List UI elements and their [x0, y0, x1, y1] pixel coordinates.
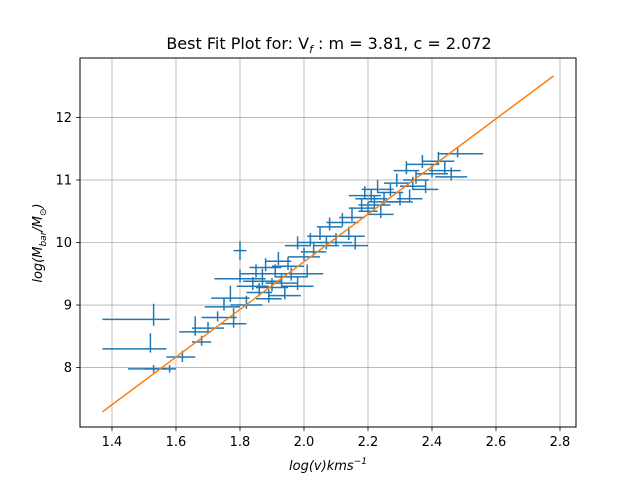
x-tick-label: 2.4: [422, 435, 443, 450]
data-point-errorbar: [326, 213, 359, 227]
data-point-errorbar: [355, 189, 388, 203]
data-point-errorbar: [211, 285, 250, 302]
data-points: [102, 147, 484, 373]
data-point-errorbar: [384, 173, 410, 187]
data-point-errorbar: [435, 167, 468, 181]
data-point-errorbar: [243, 268, 282, 286]
data-point-errorbar: [377, 183, 404, 197]
y-axis-label-mid: /M: [31, 216, 46, 233]
data-point-errorbar: [393, 161, 420, 175]
y-tick-label: 9: [64, 299, 72, 314]
x-tick-label: 2.0: [294, 435, 315, 450]
x-tick-label: 2.6: [486, 435, 507, 450]
data-point-errorbar: [412, 179, 439, 194]
data-point-errorbar: [348, 186, 381, 200]
data-point-errorbar: [358, 201, 378, 215]
data-point-errorbar: [339, 208, 365, 222]
data-point-errorbar: [102, 333, 167, 353]
data-point-errorbar: [438, 147, 484, 158]
data-point-errorbar: [342, 236, 368, 250]
x-tick-label: 2.2: [358, 435, 379, 450]
x-tick-label: 1.8: [230, 435, 251, 450]
x-axis-label-main: log(v)kms: [289, 459, 354, 474]
x-tick-label: 1.4: [102, 435, 123, 450]
data-point-errorbar: [236, 276, 269, 291]
data-point-errorbar: [307, 226, 333, 240]
data-point-errorbar: [396, 189, 423, 203]
y-tick-label: 10: [55, 236, 72, 251]
data-point-errorbar: [368, 204, 394, 219]
y-axis-label-sub2: ⊙: [39, 208, 49, 216]
chart-title-rest: : m = 3.81, c = 2.072: [313, 34, 492, 53]
x-axis-label: log(v)kms−1: [289, 457, 367, 474]
chart-title: Best Fit Plot for: Vf : m = 3.81, c = 2.…: [166, 34, 491, 56]
data-point-errorbar: [291, 264, 324, 278]
x-tick-label: 1.6: [166, 435, 187, 450]
y-axis-label: log(Mbar/M⊙): [31, 203, 49, 282]
x-axis-ticks: 1.4 1.6 1.8 2.0 2.2 2.4 2.6 2.8: [102, 427, 571, 450]
best-fit-line: [101, 75, 555, 413]
data-point-errorbar: [265, 273, 298, 287]
data-point-errorbar: [428, 161, 461, 175]
data-point-errorbar: [102, 303, 170, 326]
y-axis-label-main: log(M: [31, 247, 46, 283]
y-tick-label: 12: [55, 111, 72, 126]
data-point-errorbar: [403, 170, 429, 184]
data-point-errorbar: [214, 269, 266, 283]
chart-title-main: Best Fit Plot for: V: [166, 34, 309, 53]
data-point-errorbar: [300, 242, 327, 256]
data-point-errorbar: [297, 233, 324, 247]
data-point-errorbar: [320, 233, 352, 247]
data-point-errorbar: [265, 251, 292, 266]
data-point-errorbar: [281, 276, 314, 291]
y-axis-label-end: ): [31, 203, 46, 209]
data-point-errorbar: [201, 311, 237, 322]
y-axis-ticks: 8 9 10 11 12: [55, 111, 80, 376]
data-point-errorbar: [192, 321, 224, 332]
chart-title-subscript: f: [309, 43, 315, 56]
data-point-errorbar: [179, 316, 212, 336]
data-point-errorbar: [361, 179, 394, 194]
x-tick-label: 2.8: [550, 435, 571, 450]
y-axis-label-sub1: bar: [39, 230, 49, 246]
data-point-errorbar: [204, 297, 240, 311]
data-point-errorbar: [249, 258, 282, 272]
data-point-errorbar: [220, 308, 247, 328]
y-tick-label: 8: [64, 361, 72, 376]
data-point-errorbar: [268, 286, 301, 300]
fit-line-layer: [101, 75, 555, 413]
data-point-errorbar: [316, 217, 343, 231]
y-tick-label: 11: [55, 173, 72, 188]
data-point-errorbar: [233, 241, 247, 261]
data-point-errorbar: [246, 283, 272, 297]
grid: [80, 58, 576, 427]
data-point-errorbar: [288, 247, 320, 261]
x-axis-label-superscript: −1: [354, 457, 367, 467]
